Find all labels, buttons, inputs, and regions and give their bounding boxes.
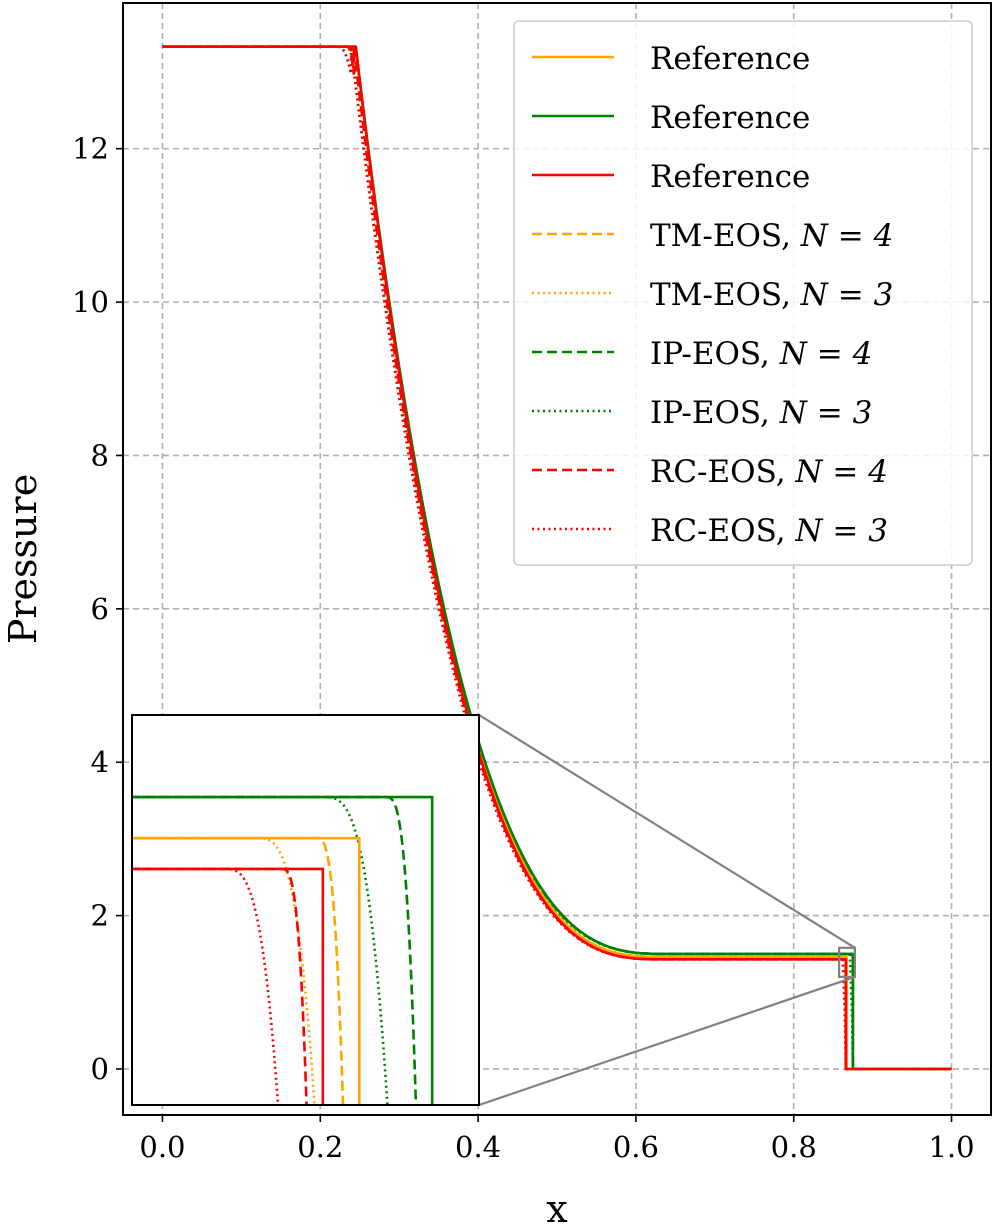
inset-n4-0 bbox=[133, 795, 418, 1104]
y-tick-label: 8 bbox=[91, 438, 109, 472]
x-tick-label: 0.2 bbox=[297, 1130, 343, 1164]
y-tick-label: 10 bbox=[72, 285, 109, 319]
inset-n3-0 bbox=[133, 795, 389, 1104]
zoom-region-box bbox=[837, 946, 856, 979]
legend: Reference Reference Reference TM-EOS, N = 4… bbox=[513, 20, 973, 566]
legend-label-math: N = 3 bbox=[794, 513, 888, 549]
inset-n3-1 bbox=[133, 836, 316, 1104]
y-tick-label: 2 bbox=[91, 899, 109, 933]
legend-label-0: Reference bbox=[650, 41, 810, 77]
inset-n4-1 bbox=[133, 836, 345, 1104]
legend-label-2: Reference bbox=[650, 159, 810, 195]
series-line-8 bbox=[162, 45, 952, 1071]
legend-label-8: RC-EOS, N = 3 bbox=[650, 513, 888, 549]
y-tick-label: 6 bbox=[91, 592, 109, 626]
legend-label-7: RC-EOS, N = 4 bbox=[650, 454, 888, 490]
legend-label-1: Reference bbox=[650, 100, 810, 136]
x-tick-label: 0.4 bbox=[455, 1130, 501, 1164]
inset-background bbox=[132, 715, 479, 1105]
connector-bottom bbox=[478, 975, 856, 1107]
legend-label-name: Reference bbox=[650, 159, 810, 195]
x-tick-label: 0.6 bbox=[613, 1130, 659, 1164]
zoom-inset bbox=[131, 714, 480, 1106]
inset-curves bbox=[133, 795, 434, 1104]
legend-label-name: IP-EOS, bbox=[650, 336, 780, 372]
legend-label-4: TM-EOS, N = 3 bbox=[650, 277, 893, 313]
legend-label-math: N = 4 bbox=[800, 218, 894, 254]
legend-label-name: Reference bbox=[650, 100, 810, 136]
x-tick-label: 0.8 bbox=[771, 1130, 817, 1164]
connector-top bbox=[478, 714, 856, 949]
legend-label-5: IP-EOS, N = 4 bbox=[650, 336, 872, 372]
legend-label-3: TM-EOS, N = 4 bbox=[650, 218, 893, 254]
legend-label-name: IP-EOS, bbox=[650, 395, 780, 431]
plot-frame bbox=[122, 2, 992, 1116]
legend-label-name: TM-EOS, bbox=[650, 277, 801, 313]
main-curves bbox=[162, 45, 952, 1071]
inset-frame bbox=[131, 714, 480, 1106]
legend-label-math: N = 3 bbox=[800, 277, 894, 313]
y-axis-label: Pressure bbox=[1, 474, 45, 644]
inset-n3-2 bbox=[133, 867, 280, 1104]
legend-label-name: TM-EOS, bbox=[650, 218, 801, 254]
series-line-2 bbox=[162, 45, 952, 1071]
inset-n4-2 bbox=[133, 867, 308, 1104]
legend-label-name: RC-EOS, bbox=[650, 513, 795, 549]
legend-box bbox=[513, 20, 973, 566]
legend-label-math: N = 3 bbox=[779, 395, 873, 431]
y-tick-label: 12 bbox=[72, 132, 109, 166]
legend-label-math: N = 4 bbox=[779, 336, 873, 372]
zoom-connectors bbox=[478, 714, 856, 1107]
x-tick-label: 0.0 bbox=[139, 1130, 185, 1164]
x-tick-label: 1.0 bbox=[928, 1130, 974, 1164]
legend-label-6: IP-EOS, N = 3 bbox=[650, 395, 872, 431]
legend-label-name: Reference bbox=[650, 41, 810, 77]
x-axis-label: x bbox=[546, 1187, 567, 1225]
axis-ticks: 0.0 0.2 0.4 0.6 0.8 1.0 0 2 4 6 8 10 12 bbox=[72, 132, 975, 1164]
y-tick-label: 0 bbox=[91, 1052, 109, 1086]
y-tick-label: 4 bbox=[91, 745, 109, 779]
legend-label-math: N = 4 bbox=[794, 454, 888, 490]
legend-label-name: RC-EOS, bbox=[650, 454, 795, 490]
